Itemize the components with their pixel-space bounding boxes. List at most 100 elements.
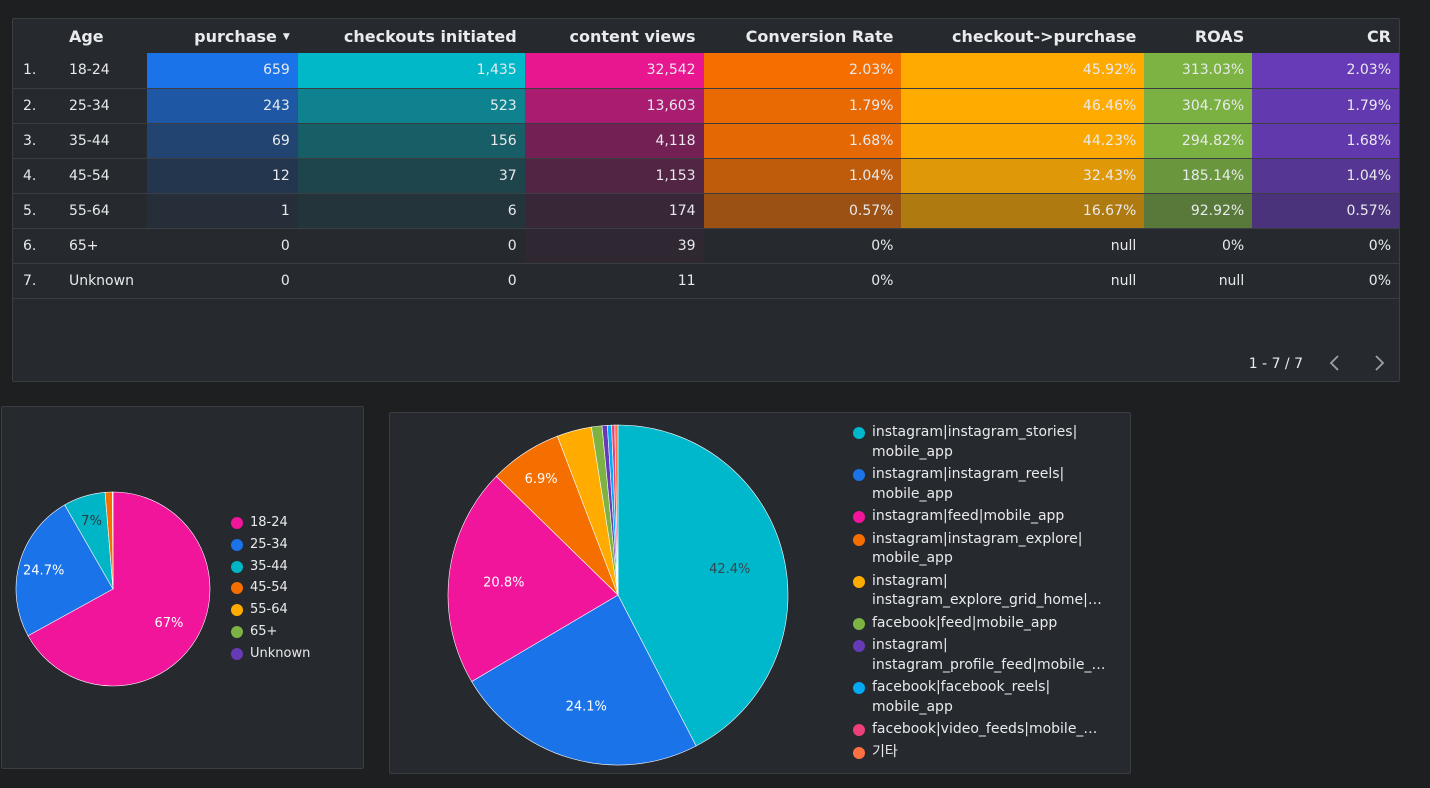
legend-label: 25-34: [250, 536, 288, 552]
cr-cell: 2.03%: [1252, 53, 1399, 89]
placement-pie-slice[interactable]: [617, 424, 789, 747]
views-cell: 39: [524, 228, 704, 264]
legend-swatch: [853, 511, 865, 523]
column-header-views-label: content views: [569, 26, 696, 46]
age-pie-slice[interactable]: [15, 504, 114, 637]
placement-pie-slice[interactable]: [447, 475, 619, 682]
legend-item[interactable]: instagram| instagram_profile_feed|mobile…: [853, 636, 1105, 675]
legend-item[interactable]: 45-54: [231, 580, 310, 602]
legend-item[interactable]: 55-64: [231, 602, 310, 624]
legend-item[interactable]: facebook|video_feeds|mobile_…: [853, 720, 1097, 740]
legend-item[interactable]: 65+: [231, 624, 310, 646]
c2p-cell: 45.92%: [901, 53, 1145, 89]
table-row[interactable]: 4. 45-54 12 37 1,153 1.04% 32.43% 185.14% 1.04%: [13, 158, 1399, 194]
column-header-roas[interactable]: ROAS: [1144, 19, 1252, 53]
column-header-checkout-purchase[interactable]: checkout->purchase: [901, 19, 1144, 53]
c2p-cell: null: [901, 228, 1145, 264]
next-page-button[interactable]: [1367, 351, 1391, 375]
conv-cell: 1.04%: [703, 158, 902, 194]
age-table: Age purchase ▼ checkouts initiated conten…: [13, 19, 1399, 299]
column-header-cr[interactable]: CR: [1252, 19, 1399, 53]
roas-cell: 304.76%: [1144, 88, 1253, 124]
roas-cell: null: [1144, 263, 1253, 299]
purchase-cell: 12: [146, 158, 298, 194]
row-index: 2.: [13, 88, 55, 124]
table-body: 1. 18-24 659 1,435 32,542 2.03% 45.92% 313.03% 2…: [13, 53, 1399, 299]
checkouts-cell: 1,435: [297, 53, 525, 89]
legend-item[interactable]: 35-44: [231, 559, 310, 581]
cr-cell: 0%: [1252, 263, 1399, 299]
previous-page-button[interactable]: [1323, 351, 1347, 375]
legend-item[interactable]: 25-34: [231, 537, 310, 559]
c2p-cell: 44.23%: [901, 123, 1145, 159]
column-header-age[interactable]: Age: [55, 19, 147, 53]
legend-swatch: [853, 682, 865, 694]
placement-pie-chart-panel: 42.4% 24.1% 20.8% 6.9% instagram|instagram_…: [389, 412, 1131, 774]
age-pie-slice[interactable]: [27, 491, 211, 687]
table-row[interactable]: 3. 35-44 69 156 4,118 1.68% 44.23% 294.82% 1.68%: [13, 123, 1399, 159]
table-row[interactable]: 5. 55-64 1 6 174 0.57% 16.67% 92.92% 0.57%: [13, 193, 1399, 229]
c2p-cell: 46.46%: [901, 88, 1145, 124]
legend-item[interactable]: Unknown: [231, 646, 310, 668]
legend-item[interactable]: 18-24: [231, 515, 310, 537]
placement-pie-legend: instagram|instagram_stories| mobile_app i…: [853, 423, 1105, 765]
legend-label: 35-44: [250, 558, 288, 574]
column-header-roas-label: ROAS: [1194, 26, 1245, 46]
legend-item[interactable]: 기타: [853, 743, 1093, 763]
legend-swatch: [853, 427, 865, 439]
cr-cell: 1.04%: [1252, 158, 1399, 194]
age-table-panel: Age purchase ▼ checkouts initiated conten…: [12, 18, 1400, 382]
legend-item[interactable]: facebook|feed|mobile_app: [853, 614, 1093, 634]
purchase-cell: 659: [146, 53, 298, 89]
legend-label: instagram|instagram_explore| mobile_app: [872, 530, 1083, 567]
legend-item[interactable]: instagram|instagram_reels| mobile_app: [853, 465, 1093, 504]
placement-pie-chart[interactable]: 42.4% 24.1% 20.8% 6.9%: [390, 413, 1130, 773]
checkouts-cell: 0: [297, 263, 525, 299]
column-header-c2p-label: checkout->purchase: [952, 26, 1137, 46]
legend-label: 45-54: [250, 580, 288, 596]
chevron-left-icon: [1329, 355, 1339, 371]
table-row[interactable]: 7. Unknown 0 0 11 0% null null 0%: [13, 263, 1399, 299]
placement-pie-slice-label: 6.9%: [525, 472, 558, 487]
legend-item[interactable]: instagram|instagram_stories| mobile_app: [853, 423, 1093, 462]
placement-pie-slice[interactable]: [614, 424, 619, 596]
column-header-conv-label: Conversion Rate: [745, 26, 894, 46]
c2p-cell: 32.43%: [901, 158, 1145, 194]
column-header-purchase[interactable]: purchase ▼: [147, 19, 298, 53]
c2p-cell: null: [901, 263, 1145, 299]
age-cell: 55-64: [54, 193, 147, 229]
legend-item[interactable]: instagram|feed|mobile_app: [853, 507, 1093, 527]
age-pie-slice-label: 67%: [154, 616, 183, 631]
purchase-cell: 243: [146, 88, 298, 124]
table-header-row: Age purchase ▼ checkouts initiated conten…: [13, 19, 1399, 53]
roas-cell: 92.92%: [1144, 193, 1253, 229]
table-row[interactable]: 6. 65+ 0 0 39 0% null 0% 0%: [13, 228, 1399, 264]
legend-swatch: [231, 625, 243, 638]
age-pie-slice[interactable]: [112, 491, 114, 590]
column-header-purchase-label: purchase: [194, 26, 277, 46]
legend-swatch: [853, 533, 865, 546]
legend-swatch: [231, 604, 243, 617]
legend-swatch: [853, 746, 865, 759]
column-header-age-label: Age: [68, 26, 104, 46]
chevron-right-icon: [1375, 355, 1385, 371]
age-pie-chart[interactable]: 67% 24.7% 7%: [2, 407, 363, 768]
legend-label: facebook|video_feeds|mobile_…: [872, 721, 1098, 737]
cr-cell: 0.57%: [1252, 193, 1399, 229]
column-header-checkouts-initiated[interactable]: checkouts initiated: [298, 19, 525, 53]
table-row[interactable]: 2. 25-34 243 523 13,603 1.79% 46.46% 304.76% 1.7…: [13, 88, 1399, 124]
table-row[interactable]: 1. 18-24 659 1,435 32,542 2.03% 45.92% 313.03% 2…: [13, 53, 1399, 89]
conv-cell: 1.79%: [703, 88, 902, 124]
views-cell: 11: [524, 263, 704, 299]
column-header-checkouts-label: checkouts initiated: [343, 26, 517, 46]
legend-swatch: [853, 575, 865, 588]
legend-item[interactable]: instagram| instagram_explore_grid_home|…: [853, 572, 1102, 611]
legend-item[interactable]: instagram|instagram_explore| mobile_app: [853, 530, 1093, 569]
purchase-cell: 69: [146, 123, 298, 159]
legend-item[interactable]: facebook|facebook_reels| mobile_app: [853, 678, 1093, 717]
column-header-conversion-rate[interactable]: Conversion Rate: [704, 19, 902, 53]
placement-pie-slice[interactable]: [471, 594, 697, 766]
age-cell: 18-24: [54, 53, 147, 89]
age-pie-slice-label: 7%: [81, 514, 102, 529]
column-header-content-views[interactable]: content views: [525, 19, 704, 53]
